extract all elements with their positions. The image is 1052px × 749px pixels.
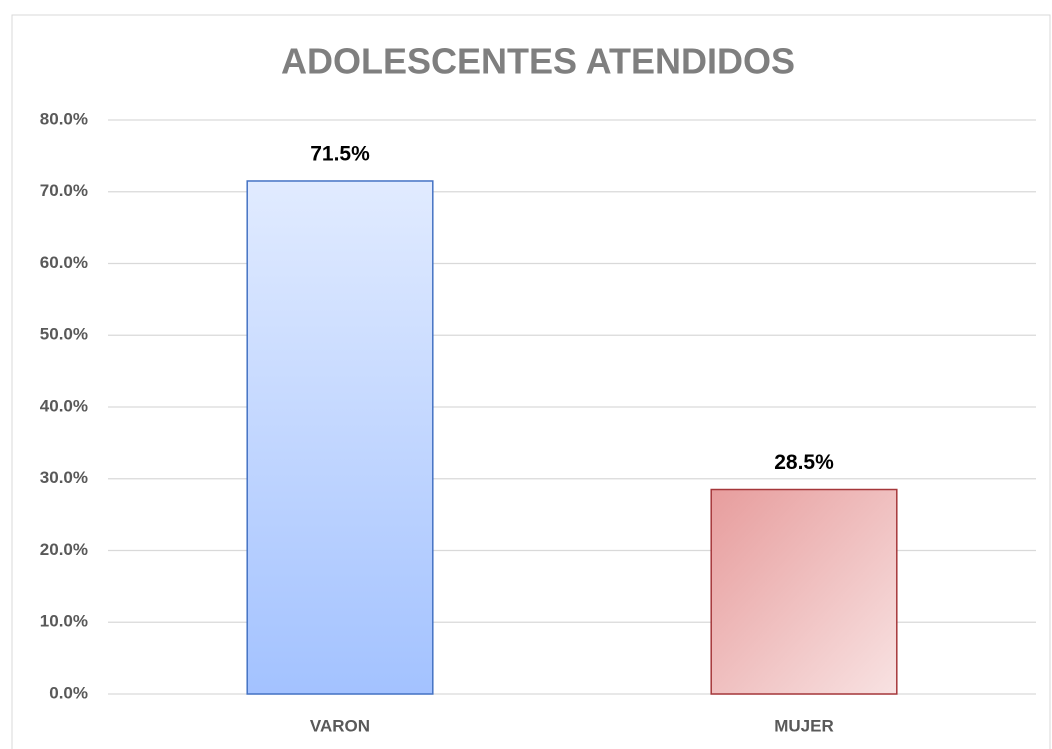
y-tick-label: 80.0% — [40, 109, 88, 128]
y-tick-label: 10.0% — [40, 612, 88, 631]
data-label: 28.5% — [774, 451, 834, 474]
x-tick-label: MUJER — [774, 716, 834, 735]
y-tick-label: 50.0% — [40, 325, 88, 344]
x-tick-label: VARON — [310, 716, 370, 735]
data-label: 71.5% — [310, 143, 370, 166]
chart-title: ADOLESCENTES ATENDIDOS — [281, 41, 795, 82]
y-tick-label: 40.0% — [40, 396, 88, 415]
chart-frame — [11, 14, 1051, 749]
y-tick-label: 30.0% — [40, 468, 88, 487]
y-tick-label: 0.0% — [49, 683, 88, 702]
bar — [710, 488, 898, 695]
y-tick-label: 20.0% — [40, 540, 88, 559]
y-tick-label: 60.0% — [40, 253, 88, 272]
y-tick-label: 70.0% — [40, 181, 88, 200]
bar — [246, 180, 434, 695]
